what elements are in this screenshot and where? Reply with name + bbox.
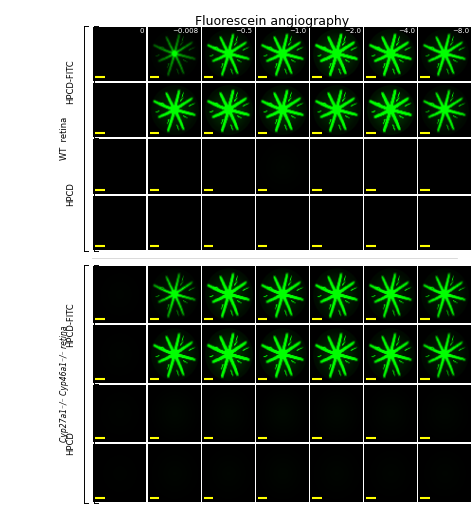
Text: ~4.0: ~4.0 xyxy=(398,28,415,34)
Text: ~8.0: ~8.0 xyxy=(452,28,469,34)
Text: Cyp27a1⁻/⁻ Cyp46a1⁻/⁻ retina: Cyp27a1⁻/⁻ Cyp46a1⁻/⁻ retina xyxy=(61,326,69,442)
Text: ~2.0: ~2.0 xyxy=(344,28,361,34)
Text: ~0.008: ~0.008 xyxy=(172,28,198,34)
Text: 0: 0 xyxy=(139,28,144,34)
Text: ~0.5: ~0.5 xyxy=(236,28,253,34)
Text: HPCD: HPCD xyxy=(67,183,75,206)
Text: ~1.0: ~1.0 xyxy=(290,28,307,34)
Text: WT  retina: WT retina xyxy=(61,117,69,160)
Text: Fluorescein angiography: Fluorescein angiography xyxy=(195,15,350,28)
Text: HPCD-FITC: HPCD-FITC xyxy=(67,302,75,347)
Text: HPCD-FITC: HPCD-FITC xyxy=(67,59,75,104)
Text: HPCD: HPCD xyxy=(67,431,75,455)
